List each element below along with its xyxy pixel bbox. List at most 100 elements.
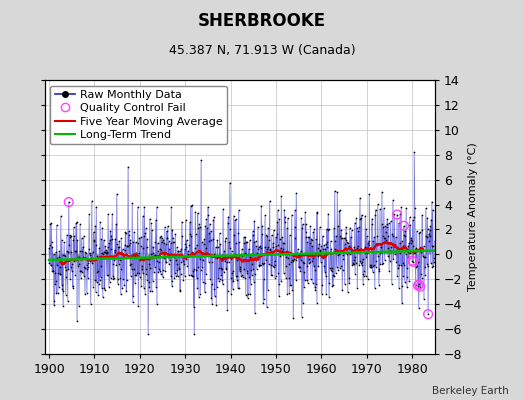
- Point: [211, 244, 220, 250]
- Point: [182, 237, 191, 244]
- Point: [136, 273, 144, 280]
- Point: [225, 245, 234, 252]
- Point: [381, 235, 389, 241]
- Point: [88, 254, 96, 261]
- Point: [206, 237, 215, 243]
- Point: [77, 268, 85, 275]
- Point: [49, 251, 58, 257]
- Point: [300, 284, 308, 290]
- Point: [290, 234, 299, 241]
- Point: [161, 241, 170, 247]
- Point: [102, 272, 111, 278]
- Point: [239, 274, 247, 280]
- Point: [170, 275, 179, 281]
- Point: [358, 262, 366, 268]
- Point: [352, 215, 361, 222]
- Point: [194, 225, 202, 232]
- Point: [349, 260, 357, 266]
- Point: [249, 232, 257, 238]
- Point: [312, 209, 321, 215]
- Point: [220, 269, 228, 276]
- Point: [328, 264, 336, 271]
- Point: [375, 282, 383, 288]
- Point: [260, 260, 268, 266]
- Point: [188, 272, 196, 279]
- Point: [221, 258, 229, 264]
- Point: [427, 216, 435, 223]
- Point: [188, 249, 196, 255]
- Point: [327, 246, 335, 252]
- Point: [335, 208, 343, 214]
- Point: [47, 262, 55, 269]
- Point: [141, 290, 149, 297]
- Point: [370, 234, 378, 240]
- Point: [179, 254, 187, 260]
- Point: [264, 286, 272, 293]
- Point: [143, 276, 151, 283]
- Point: [387, 244, 395, 250]
- Point: [139, 213, 147, 219]
- Point: [175, 265, 183, 271]
- Point: [93, 269, 101, 276]
- Point: [100, 237, 108, 243]
- Point: [405, 240, 413, 246]
- Point: [365, 237, 373, 244]
- Point: [361, 212, 369, 219]
- Point: [391, 234, 400, 240]
- Point: [333, 252, 342, 258]
- Point: [212, 302, 221, 308]
- Point: [100, 285, 108, 291]
- Point: [95, 281, 103, 287]
- Point: [285, 290, 293, 296]
- Point: [221, 238, 230, 244]
- Point: [222, 266, 231, 272]
- Point: [63, 248, 71, 254]
- Point: [47, 262, 55, 269]
- Point: [393, 211, 401, 218]
- Point: [149, 243, 157, 250]
- Point: [395, 220, 403, 226]
- Point: [410, 149, 419, 156]
- Point: [102, 250, 110, 256]
- Point: [396, 250, 405, 256]
- Point: [102, 247, 111, 254]
- Point: [94, 254, 103, 260]
- Point: [304, 256, 313, 262]
- Point: [49, 268, 58, 274]
- Point: [193, 242, 201, 248]
- Point: [228, 286, 237, 292]
- Point: [315, 224, 324, 230]
- Point: [394, 273, 402, 279]
- Point: [325, 280, 334, 287]
- Point: [276, 244, 285, 251]
- Point: [162, 228, 171, 234]
- Point: [74, 254, 83, 260]
- Point: [378, 260, 387, 267]
- Point: [186, 231, 194, 237]
- Point: [250, 310, 259, 317]
- Point: [64, 199, 73, 205]
- Point: [342, 230, 351, 236]
- Point: [279, 246, 288, 252]
- Point: [394, 265, 402, 271]
- Point: [280, 240, 288, 246]
- Point: [133, 270, 141, 276]
- Point: [68, 282, 77, 289]
- Point: [398, 238, 407, 244]
- Point: [162, 259, 170, 265]
- Point: [184, 272, 193, 278]
- Point: [80, 264, 89, 270]
- Point: [129, 238, 137, 245]
- Point: [280, 206, 289, 213]
- Point: [48, 268, 56, 274]
- Point: [308, 258, 316, 264]
- Point: [296, 264, 304, 270]
- Point: [359, 273, 368, 279]
- Point: [407, 234, 416, 241]
- Point: [336, 233, 345, 239]
- Point: [368, 262, 377, 269]
- Point: [312, 236, 320, 242]
- Point: [207, 294, 215, 301]
- Point: [57, 257, 66, 263]
- Point: [271, 242, 280, 249]
